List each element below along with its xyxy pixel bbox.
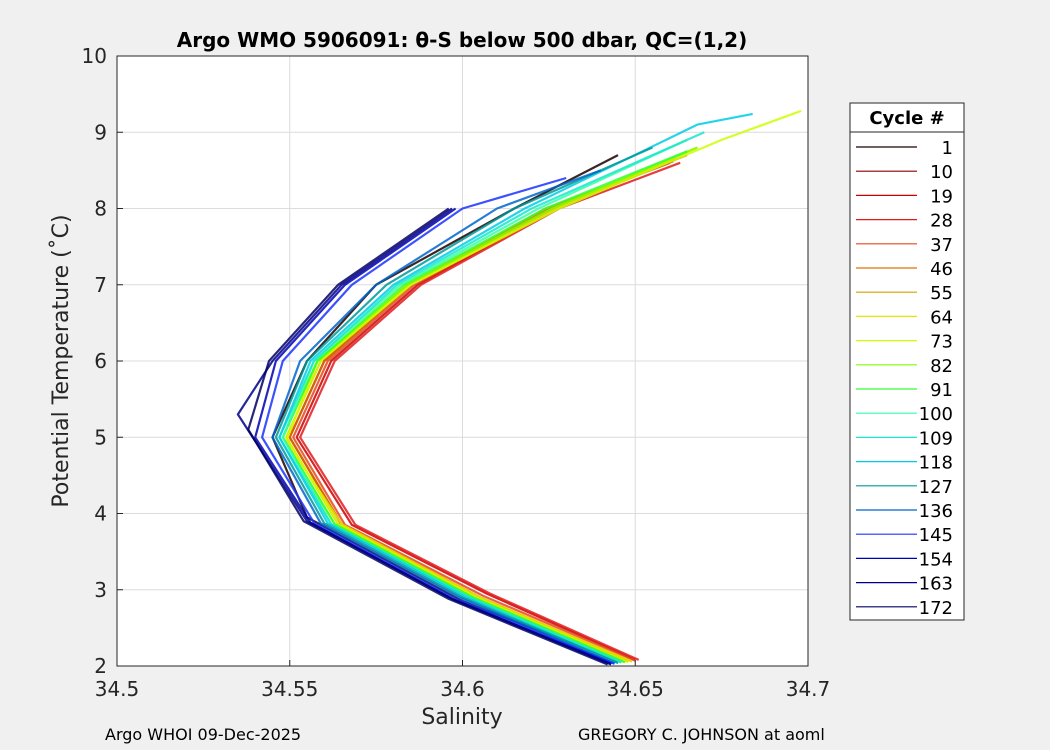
series-line-cycle-136 [271, 169, 615, 665]
y-tick-label: 4 [94, 502, 107, 526]
legend-label: 46 [930, 259, 953, 280]
y-tick-label: 3 [94, 578, 107, 602]
legend-label: 145 [919, 525, 953, 546]
legend-label: 100 [919, 404, 953, 425]
series-line-cycle-127 [274, 146, 653, 665]
y-tick-label: 9 [94, 120, 107, 144]
series-line-cycle-163 [236, 207, 612, 666]
legend-label: 55 [930, 283, 953, 304]
series-line-cycle-109 [278, 131, 705, 664]
y-tick-label: 6 [94, 349, 107, 373]
legend-label: 1 [942, 138, 953, 159]
y-tick-label: 10 [82, 44, 107, 68]
legend-label: 127 [919, 477, 953, 498]
footer-left: Argo WHOI 09-Dec-2025 [105, 725, 302, 744]
legend-label: 163 [919, 574, 953, 595]
legend-label: 10 [930, 162, 953, 183]
series-line-cycle-73 [285, 109, 802, 664]
footer-right: GREGORY C. JOHNSON at aoml [578, 725, 825, 744]
y-tick-label: 5 [94, 425, 107, 449]
series-line-cycle-145 [261, 176, 615, 665]
x-tick-label: 34.6 [440, 677, 485, 701]
series-line-cycle-91 [281, 150, 688, 664]
legend-label: 154 [919, 549, 953, 570]
x-tick-label: 34.55 [261, 677, 318, 701]
data-series [236, 109, 802, 666]
chart-title: Argo WMO 5906091: θ-S below 500 dbar, QC… [177, 28, 747, 52]
x-tick-label: 34.65 [607, 677, 664, 701]
legend-label: 172 [919, 598, 953, 619]
legend: Cycle # 1 10 19 28 37 46 55 64 73 82 91 100 109 118 12… [849, 102, 965, 621]
y-tick-label: 2 [94, 654, 107, 678]
legend-title: Cycle # [869, 108, 944, 129]
axis-ticks: 34.5 34.55 34.6 34.65 34.7 2 3 4 5 6 7 8 9 10 [82, 44, 831, 701]
x-tick-label: 34.5 [95, 677, 140, 701]
legend-label: 37 [930, 235, 953, 256]
legend-label: 91 [930, 380, 953, 401]
series-line-cycle-172 [247, 207, 609, 666]
legend-label: 136 [919, 501, 953, 522]
legend-label: 73 [930, 332, 953, 353]
legend-label: 109 [919, 428, 953, 449]
x-tick-label: 34.7 [786, 677, 831, 701]
legend-label: 64 [930, 307, 953, 328]
y-axis-label: Potential Temperature (˚C) [49, 214, 74, 507]
legend-label: 28 [930, 211, 953, 232]
y-tick-label: 8 [94, 197, 107, 221]
y-tick-label: 7 [94, 273, 107, 297]
legend-label: 118 [919, 453, 953, 474]
legend-label: 19 [930, 186, 953, 207]
x-axis-label: Salinity [421, 705, 502, 730]
legend-label: 82 [930, 356, 953, 377]
